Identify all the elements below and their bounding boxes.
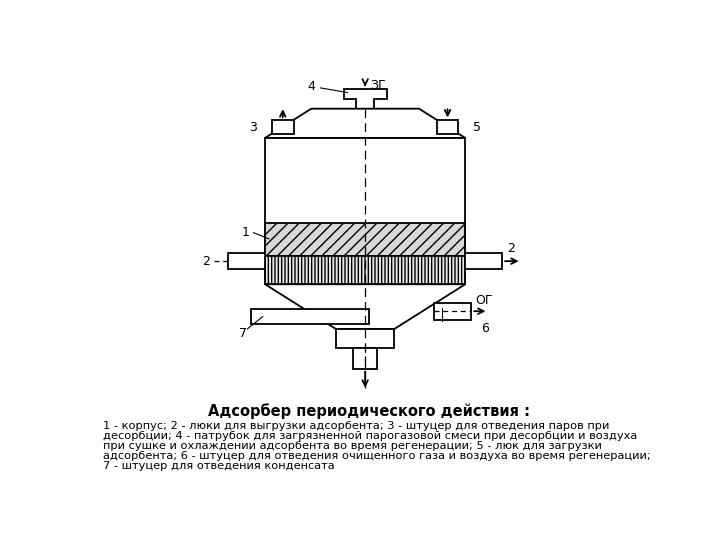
Text: 6: 6	[481, 322, 489, 335]
Text: 1: 1	[242, 226, 250, 239]
Text: 2: 2	[508, 242, 516, 255]
Polygon shape	[437, 120, 459, 134]
Text: 5: 5	[473, 120, 481, 134]
Polygon shape	[265, 256, 465, 284]
Text: десорбции; 4 - патрубок для загрязненной парогазовой смеси при десорбции и возду: десорбции; 4 - патрубок для загрязненной…	[104, 430, 638, 441]
Polygon shape	[228, 253, 265, 269]
Polygon shape	[336, 329, 395, 348]
Polygon shape	[353, 348, 377, 369]
Polygon shape	[251, 309, 369, 325]
Polygon shape	[265, 284, 465, 329]
Polygon shape	[465, 253, 503, 269]
Text: 7: 7	[240, 327, 248, 340]
Text: Адсорбер периодического действия :: Адсорбер периодического действия :	[208, 403, 530, 419]
Polygon shape	[272, 120, 294, 134]
Text: 4: 4	[307, 80, 315, 93]
Polygon shape	[265, 222, 465, 256]
Text: ОГ: ОГ	[475, 294, 492, 307]
Polygon shape	[343, 90, 387, 109]
Polygon shape	[265, 109, 465, 138]
Text: 7 - штуцер для отведения конденсата: 7 - штуцер для отведения конденсата	[104, 461, 335, 470]
Polygon shape	[265, 138, 465, 284]
Text: при сушке и охлаждении адсорбента во время регенерации; 5 - люк для загрузки: при сушке и охлаждении адсорбента во вре…	[104, 441, 602, 450]
Text: ЗГ: ЗГ	[370, 79, 385, 92]
Text: 3: 3	[250, 120, 258, 134]
Text: адсорбента; 6 - штуцер для отведения очищенного газа и воздуха во время регенера: адсорбента; 6 - штуцер для отведения очи…	[104, 450, 651, 461]
Text: 1 - корпус; 2 - люки для выгрузки адсорбента; 3 - штуцер для отведения паров при: 1 - корпус; 2 - люки для выгрузки адсорб…	[104, 421, 610, 430]
Polygon shape	[434, 303, 472, 320]
Text: 2: 2	[202, 255, 210, 268]
